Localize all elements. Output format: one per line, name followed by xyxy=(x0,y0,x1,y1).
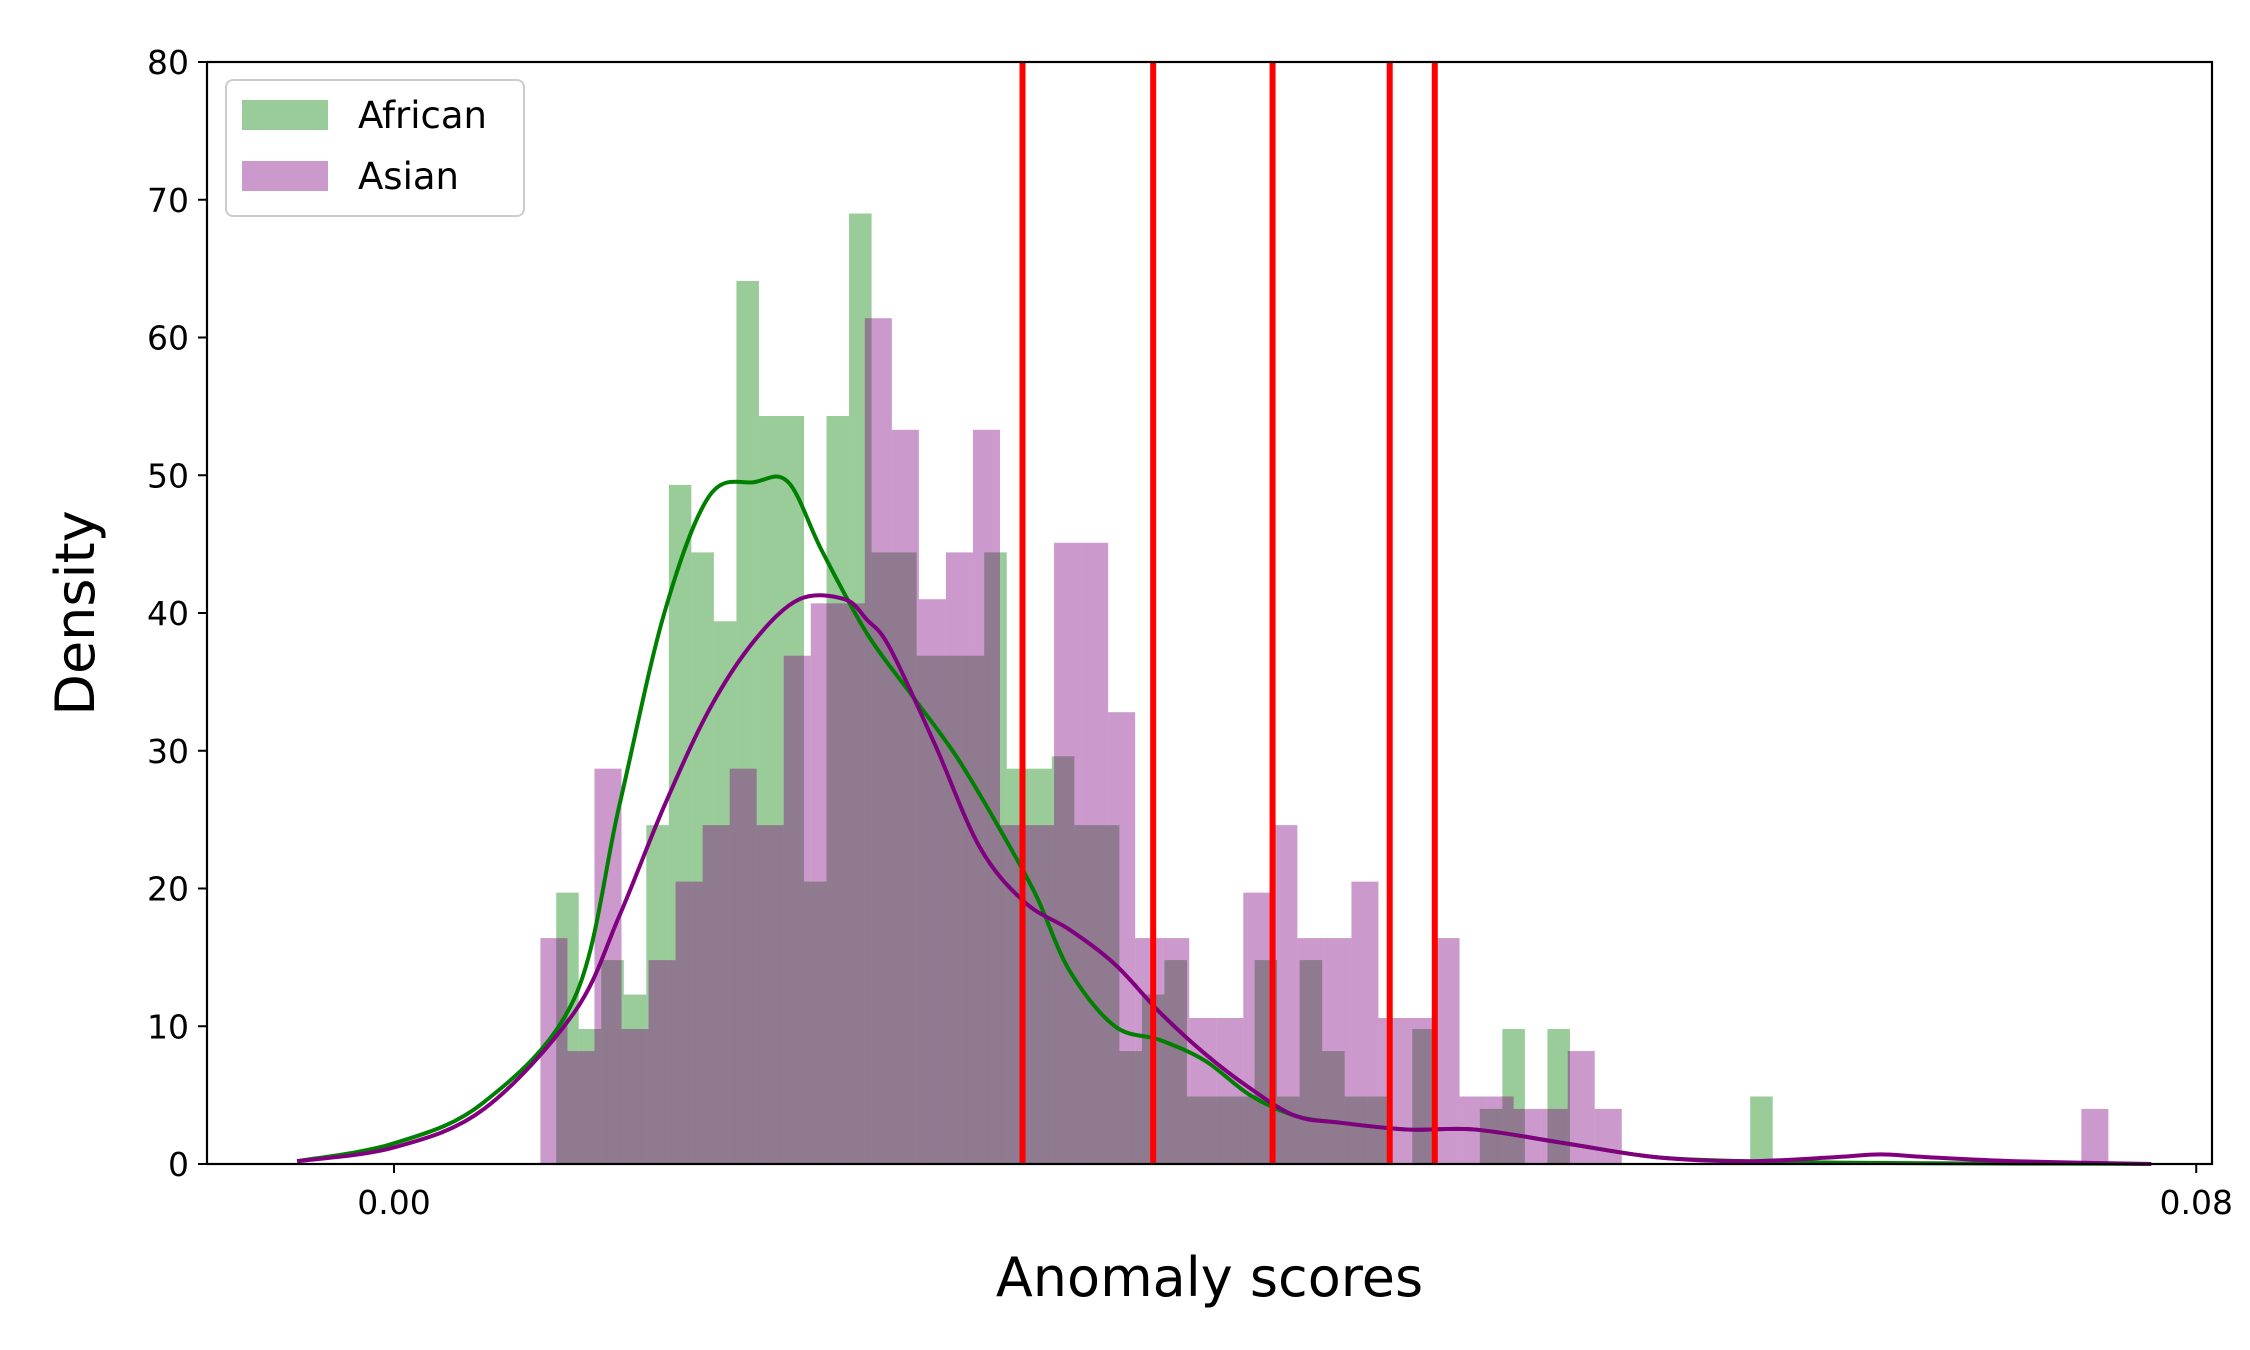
histogram-bar-african xyxy=(578,1029,602,1164)
histogram-bar-asian xyxy=(1594,1108,1622,1164)
legend-swatch-asian xyxy=(242,161,328,191)
histogram-bar-african xyxy=(1547,1029,1570,1164)
x-axis-label: Anomaly scores xyxy=(996,1246,1423,1309)
histogram-bar-asian xyxy=(756,825,784,1164)
kde-curve-asian xyxy=(296,593,2152,1166)
histogram-bar-asian xyxy=(810,603,838,1164)
histogram-bar-african xyxy=(1479,1108,1503,1164)
y-tick-label: 80 xyxy=(147,43,189,82)
histogram-bar-asian xyxy=(945,552,973,1164)
y-axis-label: Density xyxy=(44,510,107,715)
histogram-bar-african xyxy=(939,655,962,1164)
histogram-bar-asian xyxy=(2081,1108,2109,1164)
histogram-bar-asian xyxy=(621,1029,649,1164)
histogram-bar-african xyxy=(1164,960,1187,1164)
histogram-bar-asian xyxy=(1324,938,1352,1164)
histogram-bar-african xyxy=(826,416,850,1165)
histogram-bar-african xyxy=(556,892,579,1164)
histogram-bar-asian xyxy=(1405,1017,1433,1164)
histogram-bar-african xyxy=(894,552,917,1164)
histogram-bar-african xyxy=(916,655,940,1164)
y-tick-label: 40 xyxy=(147,594,189,633)
histogram-bar-asian xyxy=(1054,542,1082,1164)
legend-label-african: African xyxy=(358,94,487,137)
histogram-bar-african xyxy=(646,825,669,1164)
histogram-bar-african xyxy=(736,281,759,1165)
histogram-bar-asian xyxy=(1108,712,1136,1164)
y-tick-label: 10 xyxy=(147,1007,189,1046)
legend-swatch-african xyxy=(242,100,328,130)
y-tick-label: 50 xyxy=(147,456,189,495)
histogram-bar-african xyxy=(1344,1096,1368,1164)
histogram-bar-african xyxy=(1322,1051,1345,1164)
histogram-bar-african xyxy=(1502,1029,1525,1164)
histogram-bar-asian xyxy=(729,768,757,1164)
histogram-bar-asian xyxy=(1189,1017,1217,1164)
histogram-bar-african xyxy=(601,960,624,1164)
histogram-bar-african xyxy=(961,655,985,1164)
histogram-bar-asian xyxy=(783,655,811,1164)
histogram-bar-asian xyxy=(864,318,892,1165)
histogram-bar-asian xyxy=(1243,892,1271,1164)
histogram-bar-african xyxy=(1209,1096,1233,1164)
histogram-bar-african xyxy=(803,881,827,1164)
plot-area xyxy=(296,62,2152,1166)
histogram-bar-african xyxy=(1119,1051,1142,1164)
legend: African Asian xyxy=(225,79,525,217)
histogram-bar-asian xyxy=(972,429,1000,1165)
histogram-bar-african xyxy=(871,552,895,1164)
histogram-bar-african xyxy=(758,416,782,1165)
histogram-bar-asian xyxy=(1216,1017,1244,1164)
y-tick-label: 20 xyxy=(147,870,189,909)
histogram-bar-asian xyxy=(837,603,865,1164)
histogram-bar-asian xyxy=(675,881,703,1164)
axis-ticks: 0 10 20 30 40 50 60 70 80 0.00 0.08 xyxy=(147,43,2233,1222)
histogram-bar-african xyxy=(668,484,692,1165)
histogram-bar-asian xyxy=(918,599,946,1164)
histogram-bar-african xyxy=(623,994,647,1164)
histogram-bar-asian xyxy=(567,1051,595,1164)
histogram-bar-asian xyxy=(1351,881,1379,1164)
histogram-bar-african xyxy=(1232,1096,1255,1164)
histogram-bar-asian xyxy=(891,429,919,1165)
y-tick-label: 0 xyxy=(168,1145,189,1184)
histogram-bar-asian xyxy=(702,825,730,1164)
histogram-bar-asian xyxy=(1540,1108,1568,1164)
y-tick-label: 60 xyxy=(147,319,189,358)
x-tick-label: 0.00 xyxy=(357,1183,430,1222)
histogram-bar-african xyxy=(1750,1096,1773,1164)
y-tick-label: 70 xyxy=(147,181,189,220)
histogram-bar-asian xyxy=(648,960,676,1164)
histogram-series-asian xyxy=(540,318,2109,1165)
histogram-bar-african xyxy=(781,416,804,1165)
histogram-bar-asian xyxy=(1297,938,1325,1164)
y-tick-label: 30 xyxy=(147,732,189,771)
histogram-bar-african xyxy=(849,213,872,1164)
histogram-bar-asian xyxy=(1135,938,1163,1164)
histogram-bar-african xyxy=(1029,768,1052,1164)
histogram-bar-african xyxy=(1186,1096,1210,1164)
legend-box xyxy=(225,79,525,217)
histogram-bar-asian xyxy=(1081,542,1109,1164)
histogram-bar-african xyxy=(1299,960,1323,1164)
histogram-bar-asian xyxy=(1027,825,1055,1164)
histogram-bar-african xyxy=(713,621,737,1164)
histogram-bar-african xyxy=(691,552,714,1164)
histogram-bar-african xyxy=(1367,1096,1390,1164)
x-tick-label: 0.08 xyxy=(2159,1183,2232,1222)
histogram-bar-african xyxy=(984,552,1007,1164)
histogram-bar-african xyxy=(1096,825,1120,1164)
legend-label-asian: Asian xyxy=(358,155,459,198)
